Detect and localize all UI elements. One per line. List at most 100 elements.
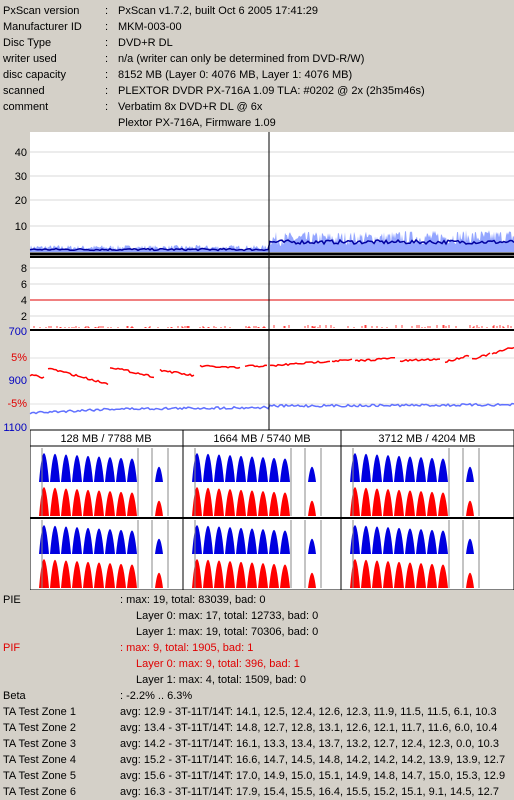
zone-peak: [94, 456, 104, 482]
zone-peak: [405, 490, 415, 516]
beta-segment: [29, 373, 45, 379]
stat-value: avg: 14.2 - 3T-11T/14T: 16.1, 13.3, 13.4…: [120, 738, 499, 750]
zone-peak: [438, 564, 448, 588]
zone-peak: [203, 453, 213, 482]
zone-peak: [394, 561, 404, 588]
stat-value: : max: 19, total: 83039, bad: 0: [120, 594, 266, 606]
zone-peak: [225, 455, 235, 482]
info-value: MKM-003-00: [118, 21, 182, 33]
zone-peak: [94, 562, 104, 588]
zone-peak: [203, 525, 213, 554]
beta-segment: [199, 364, 241, 369]
stat-value: Layer 0: max: 9, total: 396, bad: 1: [136, 658, 300, 670]
zone-peak: [127, 458, 137, 482]
zone-peak: [203, 487, 213, 516]
zone-peak: [94, 528, 104, 554]
info-separator: :: [105, 69, 109, 81]
plot-background: [30, 132, 514, 430]
zone-peak: [83, 561, 93, 588]
stat-value: avg: 12.9 - 3T-11T/14T: 14.1, 12.5, 12.4…: [120, 706, 497, 718]
info-separator: :: [105, 101, 109, 113]
info-separator: :: [105, 85, 109, 97]
zone-peak: [361, 559, 371, 588]
zone-peak: [236, 527, 246, 554]
beta-segment: [354, 356, 395, 363]
info-value: Plextor PX-716A, Firmware 1.09: [118, 117, 276, 129]
zone-peak: [127, 564, 137, 588]
zone-peak: [427, 563, 437, 588]
jitter-series: [29, 402, 514, 415]
zone-peak: [427, 491, 437, 516]
stat-value: : -2.2% .. 6.3%: [120, 690, 193, 702]
zone-peak: [383, 489, 393, 516]
zone-peak: [214, 488, 224, 516]
zone-peak: [308, 572, 316, 588]
zone-peak: [105, 563, 115, 588]
zone-peak: [427, 457, 437, 482]
info-value: Verbatim 8x DVD+R DL @ 6x: [118, 101, 263, 113]
zone-title: 3712 MB / 4204 MB: [378, 433, 475, 445]
zone-histograms: [39, 448, 480, 588]
zone-peak: [394, 527, 404, 554]
zone-peak: [247, 528, 257, 554]
zone-peak: [225, 489, 235, 516]
zone-peak: [116, 491, 126, 516]
zone-peak: [361, 525, 371, 554]
zone-peak: [308, 500, 316, 516]
zone-peak: [155, 538, 163, 554]
pie-average-line: [29, 238, 514, 252]
info-value: DVD+R DL: [118, 37, 173, 49]
zone-peak: [383, 527, 393, 554]
scan-chart-svg: 40 30 20 10 8 6 4 2 700 5% 900 -5% 1100: [3, 132, 514, 434]
zone-peak: [383, 561, 393, 588]
zone-peak: [280, 492, 290, 516]
zone-peak: [372, 488, 382, 516]
zone-peak: [372, 560, 382, 588]
stat-label: TA Test Zone 3: [3, 738, 76, 750]
info-label: Disc Type: [3, 37, 52, 49]
info-separator: :: [105, 21, 109, 33]
zone-peak: [405, 562, 415, 588]
zone-peak: [50, 559, 60, 588]
zone-title: 128 MB / 7788 MB: [60, 433, 151, 445]
stat-label: TA Test Zone 2: [3, 722, 76, 734]
zone-peak: [105, 491, 115, 516]
zone-peak: [258, 457, 268, 482]
info-label: PxScan version: [3, 5, 80, 17]
pif-tick-label: 6: [21, 279, 27, 291]
zone-peak: [105, 457, 115, 482]
stat-label: TA Test Zone 6: [3, 786, 76, 798]
zone-peak: [269, 529, 279, 554]
info-separator: :: [105, 37, 109, 49]
pif-chart: [30, 256, 514, 331]
zone-peak: [383, 455, 393, 482]
zone-peak: [372, 454, 382, 482]
info-label: Manufacturer ID: [3, 21, 82, 33]
scan-info-panel: PxScan version : PxScan v1.7.2, built Oc…: [0, 0, 514, 129]
zone-peak: [466, 572, 474, 588]
pie-chart: [29, 151, 514, 256]
zone-peak: [405, 456, 415, 482]
info-label: writer used: [3, 53, 57, 65]
zone-peak: [361, 487, 371, 516]
zone-peak: [236, 561, 246, 588]
zone-peak: [308, 538, 316, 554]
zone-peak: [416, 491, 426, 516]
beta-segment: [269, 360, 331, 368]
info-value: PxScan v1.7.2, built Oct 6 2005 17:41:29: [118, 5, 318, 17]
pie-series: [30, 230, 514, 252]
zone-peak: [280, 530, 290, 554]
zone-peak: [372, 526, 382, 554]
zone-peak: [438, 492, 448, 516]
zone-peak: [416, 457, 426, 482]
info-label: comment: [3, 101, 49, 113]
stat-label: TA Test Zone 1: [3, 706, 76, 718]
ta-zones-svg: 128 MB / 7788 MB 1664 MB / 5740 MB 3712 …: [29, 429, 514, 591]
zone-peak: [247, 490, 257, 516]
zone-peak: [236, 489, 246, 516]
stat-value: : max: 9, total: 1905, bad: 1: [120, 642, 254, 654]
zone-peak: [72, 489, 82, 516]
zone-peak: [83, 489, 93, 516]
ta-zones-panel: 128 MB / 7788 MB 1664 MB / 5740 MB 3712 …: [29, 429, 514, 591]
info-separator: :: [105, 5, 109, 17]
